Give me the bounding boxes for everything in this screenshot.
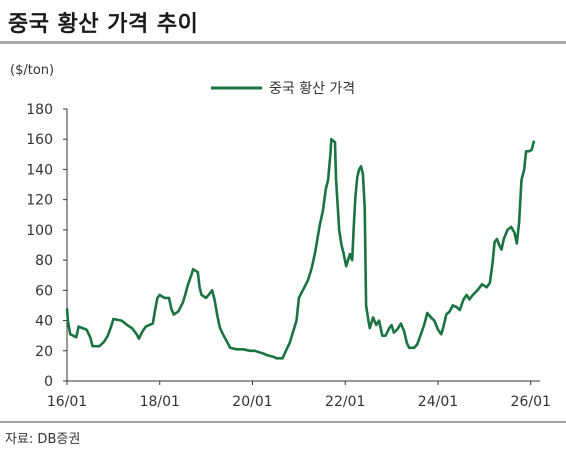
y-tick-label: 180 [26,102,53,118]
footer-divider [0,421,566,423]
page-title: 중국 황산 가격 추이 [8,12,199,37]
legend-label: 중국 황산 가격 [269,81,355,97]
y-tick-label: 100 [26,223,53,239]
y-unit-label: ($/ton) [10,63,54,78]
x-tick-label: 20/01 [232,394,272,410]
x-axis-ticks: 16/01 18/01 20/01 22/01 24/01 26/01 [47,381,551,410]
x-tick-label: 22/01 [325,394,365,410]
y-tick-label: 0 [44,374,53,390]
x-tick-label: 18/01 [140,394,180,410]
x-tick-label: 26/01 [511,394,551,410]
y-tick-label: 40 [35,314,53,330]
source-note: 자료: DB증권 [5,432,81,447]
y-tick-label: 160 [26,132,53,148]
y-tick-label: 60 [35,283,53,299]
chart-axes [66,109,540,382]
y-tick-label: 120 [26,193,53,209]
x-tick-label: 24/01 [418,394,458,410]
title-divider [0,41,566,44]
x-tick-label: 16/01 [47,394,87,410]
y-tick-label: 80 [35,253,53,269]
chart-legend: 중국 황산 가격 [211,81,355,97]
plot-area [65,137,536,360]
y-tick-label: 140 [26,162,53,178]
y-axis-ticks: 0 20 40 60 80 100 120 140 160 180 [26,102,67,390]
price-series-line [65,137,536,360]
line-chart: ($/ton) 중국 황산 가격 0 20 40 60 80 100 120 140 160 18… [10,63,551,410]
y-tick-label: 20 [35,344,53,360]
